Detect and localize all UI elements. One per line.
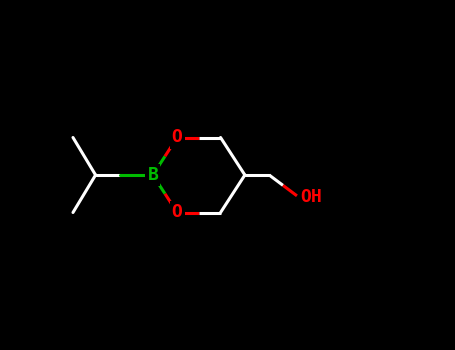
Text: O: O (172, 128, 182, 147)
Text: B: B (147, 166, 158, 184)
Text: O: O (172, 203, 182, 222)
Text: OH: OH (300, 188, 322, 205)
